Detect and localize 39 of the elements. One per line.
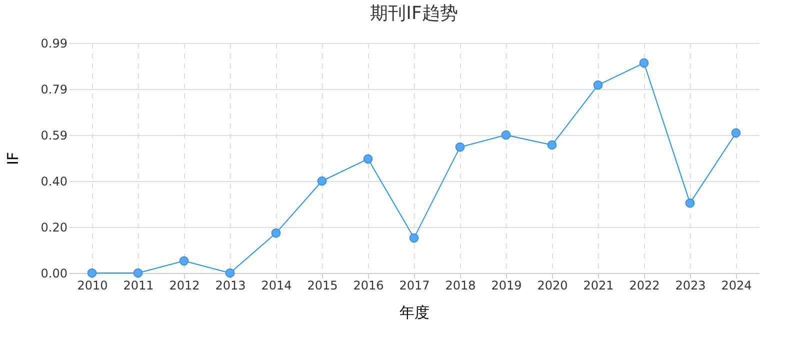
point [685,198,695,208]
x-tick-label: 2010 [77,278,108,292]
point [271,228,281,238]
x-tick-label: 2015 [307,278,338,292]
x-tick-label: 2011 [123,278,154,292]
point [593,80,603,90]
point [501,130,511,140]
y-axis-title: IF [4,152,22,166]
point [225,268,235,278]
point [639,58,649,68]
y-tick-label: 0.99 [40,36,68,50]
y-tick-label: 0.00 [40,266,68,280]
x-tick-label: 2016 [353,278,384,292]
x-tick-label: 2022 [629,278,660,292]
point [179,256,189,266]
y-tick-label: 0.59 [40,128,68,142]
x-tick-label: 2012 [169,278,200,292]
x-tick-label: 2017 [399,278,430,292]
point [133,268,143,278]
point [455,142,465,152]
x-tick-label: 2013 [215,278,246,292]
x-axis-title: 年度 [400,304,430,322]
chart-title: 期刊IF趋势 [370,3,458,24]
y-tick-label: 0.79 [40,82,68,96]
x-tick-label: 2020 [537,278,568,292]
point [363,154,373,164]
y-tick-label: 0.20 [40,220,68,234]
x-tick-label: 2021 [583,278,614,292]
x-tick-label: 2019 [491,278,522,292]
x-tick-label: 2014 [261,278,292,292]
point [409,233,419,243]
point [317,176,327,186]
point [731,128,741,138]
x-tick-label: 2023 [675,278,706,292]
x-tick-label: 2018 [445,278,476,292]
x-tick-label: 2024 [721,278,752,292]
point [547,140,557,150]
point [87,268,97,278]
y-tick-label: 0.40 [40,174,68,188]
